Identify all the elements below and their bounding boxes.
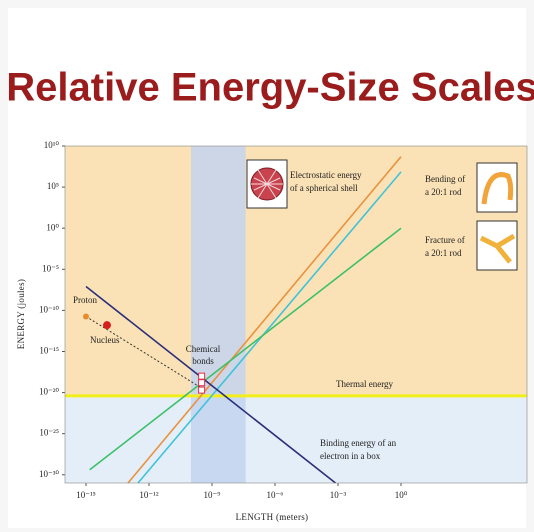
annotation: Bending of xyxy=(425,174,465,184)
y-tick-label: 10¹⁰ xyxy=(44,140,60,150)
x-tick-label: 10⁻⁹ xyxy=(204,490,221,500)
length-band xyxy=(191,146,246,483)
annotation: Electrostatic energy xyxy=(290,170,362,180)
x-axis-label: LENGTH (meters) xyxy=(236,512,309,522)
annotation: electron in a box xyxy=(320,451,381,461)
y-tick-label: 10⁻²⁵ xyxy=(39,428,59,438)
annotation: a 20:1 rod xyxy=(425,248,462,258)
y-tick-label: 10⁻¹⁰ xyxy=(39,304,59,314)
y-tick-label: 10⁻¹⁵ xyxy=(39,346,59,356)
annotation: Binding energy of an xyxy=(320,438,397,448)
annotation: Proton xyxy=(73,295,98,305)
annotation: Thermal energy xyxy=(336,379,394,389)
bond-marker xyxy=(199,373,205,379)
y-tick-label: 10⁰ xyxy=(46,222,59,232)
point xyxy=(103,321,111,329)
annotation: Nucleus xyxy=(90,335,120,345)
y-tick-label: 10⁻²⁰ xyxy=(39,387,59,397)
y-tick-label: 10⁻³⁰ xyxy=(39,469,59,479)
bond-marker xyxy=(199,387,205,393)
annotation: of a spherical shell xyxy=(290,183,358,193)
annotation: bonds xyxy=(192,356,214,366)
annotation: Chemical xyxy=(186,344,221,354)
lower-region xyxy=(65,396,527,483)
x-tick-label: 10⁻³ xyxy=(330,490,347,500)
x-tick-label: 10⁻⁶ xyxy=(267,490,284,500)
slide-title: Relative Energy-Size Scales xyxy=(6,66,534,110)
bond-marker xyxy=(199,380,205,386)
annotation: a 20:1 rod xyxy=(425,187,462,197)
y-tick-label: 10⁻⁵ xyxy=(42,263,59,273)
x-tick-label: 10⁰ xyxy=(395,490,408,500)
slide: Relative Energy-Size Scales 10¹⁰ 10⁵ 10⁰ 10… xyxy=(0,0,534,532)
y-axis-label: ENERGY (joules) xyxy=(16,279,26,349)
annotation: Fracture of xyxy=(425,235,465,245)
x-tick-label: 10⁻¹⁵ xyxy=(76,490,96,500)
y-tick-label: 10⁵ xyxy=(47,181,59,191)
point xyxy=(83,314,89,320)
x-tick-label: 10⁻¹² xyxy=(139,490,158,500)
